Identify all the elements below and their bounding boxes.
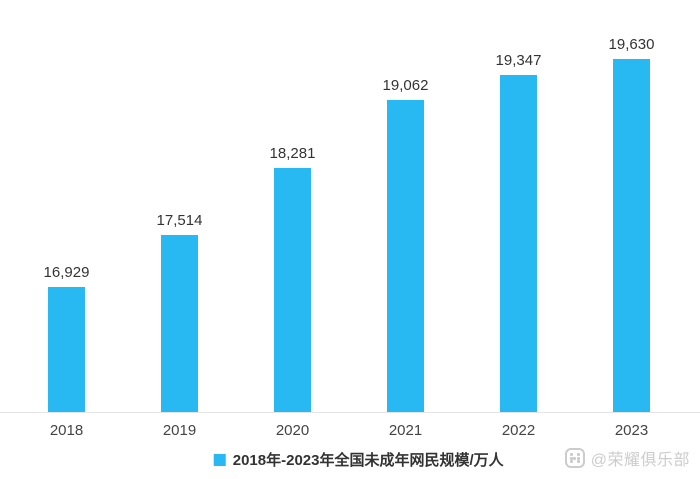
x-axis-tick-label: 2021 — [388, 422, 423, 439]
bar-group: 19,062 — [349, 36, 462, 412]
bar-group: 18,281 — [236, 36, 349, 412]
chart-legend: 2018年-2023年全国未成年网民规模/万人 — [213, 449, 504, 470]
bar-value-label: 19,062 — [382, 77, 429, 94]
bar — [48, 287, 85, 412]
legend-label: 2018年-2023年全国未成年网民规模/万人 — [232, 452, 504, 469]
bar-value-label: 17,514 — [156, 212, 203, 229]
bar — [500, 75, 537, 412]
bar-group: 19,347 — [462, 36, 575, 412]
bar-value-label: 18,281 — [269, 145, 316, 162]
watermark-text: @荣耀俱乐部 — [590, 452, 690, 469]
bar — [387, 100, 424, 412]
bar — [161, 235, 198, 412]
legend-marker-icon — [213, 453, 226, 466]
bar-group: 17,514 — [123, 36, 236, 412]
x-axis-tick-label: 2022 — [501, 422, 536, 439]
bar-value-label: 19,630 — [608, 36, 655, 53]
bar — [274, 168, 311, 412]
bar-value-label: 19,347 — [495, 52, 542, 69]
x-axis-tick-label: 2019 — [162, 422, 197, 439]
plot-area: 16,929 17,514 18,281 19,062 19,347 19,630 — [0, 36, 700, 413]
bar — [613, 59, 650, 412]
x-axis-tick-label: 2018 — [49, 422, 84, 439]
honor-club-logo-icon — [564, 448, 585, 468]
x-axis-tick-label: 2020 — [275, 422, 310, 439]
watermark: @荣耀俱乐部 — [564, 446, 690, 470]
bar-value-label: 16,929 — [43, 264, 90, 281]
bar-group: 19,630 — [575, 36, 688, 412]
x-axis-tick-label: 2023 — [614, 422, 649, 439]
x-axis-labels: 2018 2019 2020 2021 2022 2023 — [0, 422, 700, 439]
bar-group: 16,929 — [10, 36, 123, 412]
